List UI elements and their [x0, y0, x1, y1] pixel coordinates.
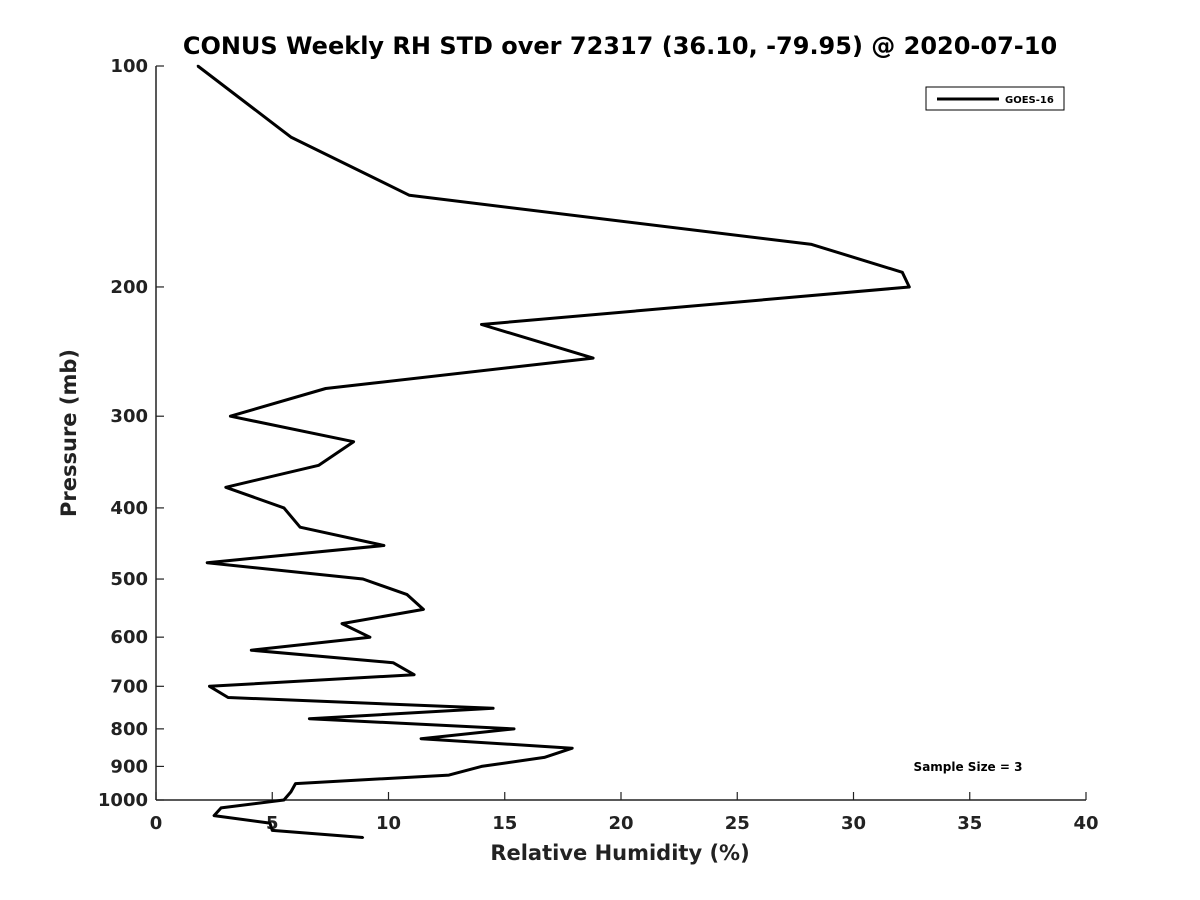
data-point: [219, 806, 223, 810]
data-point: [208, 685, 211, 688]
data-point: [368, 635, 372, 639]
data-point: [491, 707, 495, 710]
data-point: [382, 544, 386, 547]
x-tick-label: 5: [266, 813, 279, 834]
data-point: [591, 356, 595, 360]
data-point: [324, 387, 327, 390]
data-point: [422, 608, 425, 611]
data-point: [282, 506, 286, 510]
x-tick-label: 30: [841, 813, 866, 834]
x-tick-label: 35: [957, 813, 982, 834]
chart-title: CONUS Weekly RH STD over 72317 (36.10, -…: [183, 32, 1057, 60]
y-tick-label: 400: [110, 498, 148, 519]
x-tick-label: 25: [725, 813, 750, 834]
data-point: [361, 577, 365, 581]
data-point: [447, 773, 451, 777]
data-point: [412, 673, 416, 676]
x-tick-label: 10: [376, 813, 401, 834]
y-axis-label: Pressure (mb): [57, 349, 81, 517]
legend-entry-goes-16: GOES-16: [1005, 95, 1054, 106]
data-point: [250, 648, 253, 652]
data-point: [361, 836, 365, 839]
x-tick-label: 20: [608, 813, 633, 834]
data-point: [810, 243, 813, 246]
legend: GOES-16: [925, 86, 1065, 111]
y-tick-label: 600: [110, 627, 148, 648]
data-point: [317, 464, 320, 467]
data-point: [289, 790, 293, 794]
y-tick-label: 700: [110, 676, 148, 697]
data-point: [405, 593, 409, 596]
data-point: [224, 486, 227, 489]
data-point: [282, 798, 286, 802]
y-tick-label: 900: [110, 756, 148, 777]
data-point: [229, 415, 232, 418]
data-point: [352, 440, 355, 443]
data-point: [268, 821, 272, 825]
series-line-goes-16: [196, 64, 911, 839]
plot-area: 0 5 10 15 20 25 30 35 40 100 200 300 400 500 600 700 80…: [98, 56, 1099, 839]
y-ticks: 100 200 300 400 500 600 700 800 900 1000: [98, 56, 164, 811]
x-axis-label: Relative Humidity (%): [490, 841, 749, 865]
y-tick-label: 300: [110, 406, 148, 427]
data-point: [226, 696, 230, 699]
data-point: [205, 561, 209, 564]
data-point: [212, 814, 216, 817]
sample-size-annotation: Sample Size = 3: [914, 760, 1023, 774]
data-point: [570, 746, 574, 750]
x-tick-label: 15: [492, 813, 517, 834]
x-tick-label: 0: [150, 813, 163, 834]
y-tick-label: 800: [110, 719, 148, 740]
data-point: [512, 727, 516, 731]
data-point: [408, 194, 411, 197]
x-tick-label: 40: [1073, 813, 1098, 834]
data-point: [289, 135, 293, 139]
y-tick-label: 1000: [98, 790, 148, 811]
data-point: [308, 717, 311, 720]
y-tick-label: 500: [110, 569, 148, 590]
data-point: [271, 829, 274, 832]
data-point: [480, 323, 483, 326]
x-ticks: 0 5 10 15 20 25 30 35 40: [150, 792, 1099, 834]
data-point: [908, 285, 911, 289]
y-tick-label: 100: [110, 56, 148, 77]
data-point: [419, 737, 423, 740]
data-point: [391, 661, 395, 664]
data-point: [480, 765, 483, 768]
data-point: [196, 64, 200, 68]
series-points: [196, 64, 911, 839]
data-point: [294, 782, 297, 785]
data-point: [543, 756, 546, 759]
data-point: [298, 526, 302, 529]
y-tick-label: 200: [110, 277, 148, 298]
data-point: [340, 622, 344, 625]
data-point: [901, 271, 904, 274]
